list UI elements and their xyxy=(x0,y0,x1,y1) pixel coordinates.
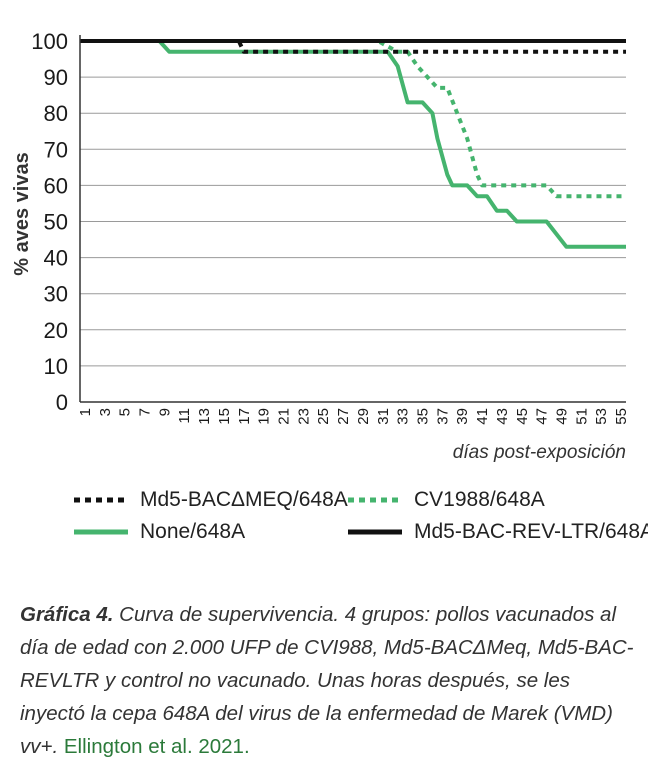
caption-text: Curva de supervivencia. 4 grupos: pollos… xyxy=(20,603,634,758)
legend-label: Md5-BACΔMEQ/648A xyxy=(140,488,348,511)
x-tick-label: 1 xyxy=(77,408,94,416)
x-tick-label: 17 xyxy=(236,408,253,425)
y-tick-label: 60 xyxy=(44,173,68,198)
legend-item-md5-bac-rev-ltr: Md5-BAC-REV-LTR/648A xyxy=(348,520,648,544)
legend-swatch-solid-black xyxy=(348,529,402,535)
x-tick-label: 49 xyxy=(553,408,570,425)
x-tick-label: 25 xyxy=(315,408,332,425)
x-tick-label: 21 xyxy=(276,408,293,425)
x-tick-label: 37 xyxy=(434,408,451,425)
x-axis-title: días post-exposición xyxy=(453,442,626,463)
x-tick-label: 29 xyxy=(355,408,372,425)
series-line-0 xyxy=(80,39,626,54)
x-tick-label: 41 xyxy=(474,408,491,425)
x-tick-label: 11 xyxy=(176,408,193,424)
x-tick-label: 53 xyxy=(593,408,610,425)
legend-item-cv1988: CV1988/648A xyxy=(348,488,545,512)
legend-swatch-solid-green xyxy=(74,529,128,535)
x-tick-label: 13 xyxy=(196,408,213,425)
y-axis-title: % aves vivas xyxy=(11,152,33,275)
x-tick-label: 55 xyxy=(613,408,630,425)
legend-item-md5-bacdmeq: Md5-BACΔMEQ/648A xyxy=(74,488,348,512)
x-tick-label: 15 xyxy=(216,408,233,425)
y-tick-labels: 0 10 20 30 40 50 60 70 80 90 100 xyxy=(31,29,68,415)
x-tick-label: 43 xyxy=(494,408,511,425)
grid-lines xyxy=(80,40,626,367)
y-tick-label: 90 xyxy=(44,65,68,90)
x-tick-label: 31 xyxy=(375,408,392,425)
legend-label: None/648A xyxy=(140,520,246,543)
legend-label: Md5-BAC-REV-LTR/648A xyxy=(414,520,648,543)
y-tick-label: 70 xyxy=(44,137,68,162)
series-line-2 xyxy=(80,39,626,249)
x-tick-label: 39 xyxy=(454,408,471,425)
axes xyxy=(79,35,626,403)
x-tick-label: 5 xyxy=(117,408,134,416)
series-lines xyxy=(80,39,626,249)
legend-item-none: None/648A xyxy=(74,520,245,544)
y-tick-label: 40 xyxy=(44,246,68,271)
x-tick-label: 3 xyxy=(97,408,114,416)
x-tick-label: 27 xyxy=(335,408,352,425)
x-tick-label: 51 xyxy=(573,408,590,425)
y-tick-label: 30 xyxy=(44,282,68,307)
x-tick-label: 23 xyxy=(295,408,312,425)
y-tick-label: 0 xyxy=(56,390,68,415)
x-tick-label: 45 xyxy=(514,408,531,425)
legend-swatch-dotted-green xyxy=(348,497,402,503)
caption-lead: Gráfica 4. xyxy=(20,603,114,626)
y-tick-label: 100 xyxy=(31,29,68,54)
y-tick-label: 10 xyxy=(44,354,68,379)
legend-swatch-dotted-black xyxy=(74,497,128,503)
series-line-1 xyxy=(80,39,626,199)
y-tick-label: 20 xyxy=(44,318,68,343)
legend-label: CV1988/648A xyxy=(414,488,545,511)
x-tick-label: 33 xyxy=(395,408,412,425)
figure-caption: Gráfica 4. Curva de supervivencia. 4 gru… xyxy=(20,598,640,763)
y-tick-label: 50 xyxy=(44,210,68,235)
caption-reference: Ellington et al. 2021. xyxy=(63,735,250,758)
x-tick-label: 47 xyxy=(534,408,551,425)
x-tick-label: 19 xyxy=(256,408,273,425)
x-tick-labels: 1 3 5 7 9 11 13 15 17 19 21 23 25 27 29 31 33 35 37 39 41 43 4… xyxy=(77,408,630,425)
x-tick-label: 7 xyxy=(137,408,154,416)
y-tick-label: 80 xyxy=(44,101,68,126)
x-tick-label: 9 xyxy=(156,408,173,416)
x-tick-label: 35 xyxy=(414,408,431,425)
